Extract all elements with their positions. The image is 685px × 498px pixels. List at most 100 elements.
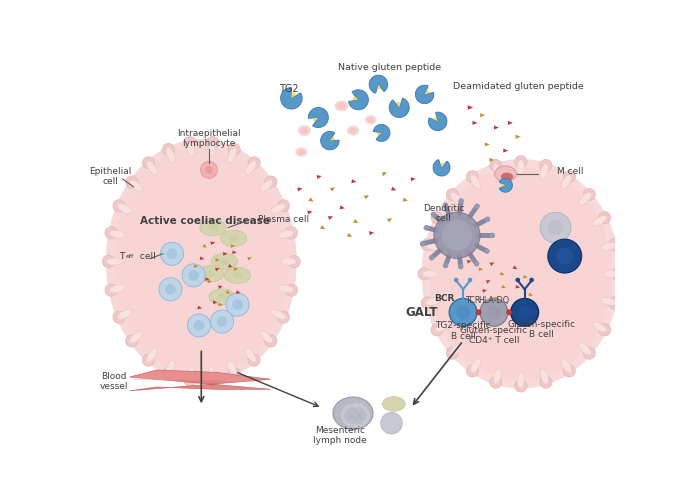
Text: Active coeliac disease: Active coeliac disease [140, 217, 270, 227]
Text: eff: eff [126, 254, 134, 259]
Ellipse shape [435, 322, 449, 332]
Ellipse shape [495, 166, 516, 181]
Text: Native gluten peptide: Native gluten peptide [338, 63, 442, 72]
Circle shape [548, 220, 563, 236]
Text: Deamidated gluten peptide: Deamidated gluten peptide [453, 82, 584, 91]
Ellipse shape [200, 220, 226, 236]
Circle shape [485, 217, 490, 222]
Polygon shape [215, 258, 220, 262]
Circle shape [288, 255, 300, 267]
Circle shape [514, 380, 527, 392]
Polygon shape [516, 134, 521, 139]
Polygon shape [210, 242, 215, 245]
Ellipse shape [295, 147, 308, 157]
Ellipse shape [260, 331, 273, 343]
Polygon shape [389, 98, 409, 118]
Ellipse shape [280, 258, 297, 265]
Circle shape [347, 415, 356, 424]
Circle shape [468, 278, 473, 282]
Polygon shape [330, 187, 335, 192]
Circle shape [420, 241, 425, 247]
Polygon shape [347, 233, 352, 237]
Circle shape [142, 354, 155, 366]
Ellipse shape [260, 180, 273, 192]
Polygon shape [308, 197, 314, 202]
Ellipse shape [166, 361, 175, 375]
Circle shape [563, 171, 575, 183]
Polygon shape [232, 250, 237, 254]
Text: Gluten-specific
CD4⁺ T cell: Gluten-specific CD4⁺ T cell [460, 326, 528, 345]
Circle shape [421, 297, 434, 309]
Circle shape [125, 176, 138, 188]
Circle shape [105, 227, 117, 239]
Circle shape [429, 255, 434, 260]
Polygon shape [377, 132, 382, 136]
Circle shape [228, 143, 240, 155]
Circle shape [476, 310, 481, 315]
Polygon shape [194, 264, 198, 268]
Ellipse shape [209, 289, 235, 305]
Text: Blood
vessel: Blood vessel [100, 372, 129, 391]
Polygon shape [377, 84, 381, 90]
Ellipse shape [166, 147, 175, 163]
Ellipse shape [109, 285, 125, 293]
Circle shape [608, 239, 621, 251]
Text: HLA-DQ: HLA-DQ [478, 295, 510, 304]
Polygon shape [382, 172, 387, 176]
Circle shape [434, 212, 480, 258]
Ellipse shape [271, 204, 286, 214]
Polygon shape [228, 264, 233, 267]
Polygon shape [321, 131, 339, 150]
Polygon shape [247, 257, 252, 260]
Circle shape [484, 249, 490, 254]
Polygon shape [213, 300, 217, 304]
Polygon shape [308, 211, 312, 215]
Ellipse shape [561, 359, 571, 373]
Polygon shape [523, 275, 527, 278]
Circle shape [456, 305, 470, 319]
Circle shape [232, 299, 243, 310]
Polygon shape [349, 90, 369, 110]
Ellipse shape [229, 235, 238, 242]
Ellipse shape [298, 149, 305, 155]
Text: cell: cell [138, 252, 156, 261]
Polygon shape [218, 285, 223, 289]
Ellipse shape [109, 230, 125, 238]
Polygon shape [234, 268, 238, 271]
Polygon shape [468, 105, 473, 110]
Ellipse shape [129, 331, 142, 343]
Circle shape [443, 202, 448, 208]
Circle shape [480, 298, 508, 326]
Circle shape [583, 347, 595, 359]
Ellipse shape [347, 125, 359, 135]
Circle shape [507, 310, 512, 315]
Circle shape [431, 212, 436, 217]
Circle shape [102, 255, 114, 267]
Polygon shape [308, 108, 328, 127]
Polygon shape [499, 178, 512, 192]
Polygon shape [433, 117, 438, 122]
Polygon shape [508, 121, 513, 125]
Circle shape [447, 188, 458, 201]
Ellipse shape [227, 361, 236, 375]
Circle shape [540, 212, 571, 243]
Ellipse shape [105, 139, 297, 384]
Polygon shape [219, 303, 223, 306]
Polygon shape [231, 244, 235, 248]
Polygon shape [515, 285, 520, 288]
Ellipse shape [340, 403, 370, 428]
Polygon shape [415, 85, 434, 104]
Text: TCR: TCR [464, 295, 480, 304]
Polygon shape [467, 260, 471, 263]
Circle shape [194, 320, 204, 331]
Circle shape [612, 268, 623, 280]
Polygon shape [291, 92, 296, 98]
Circle shape [286, 227, 297, 239]
Polygon shape [297, 187, 303, 191]
Ellipse shape [117, 204, 132, 214]
Circle shape [608, 297, 621, 309]
Polygon shape [351, 179, 356, 183]
Ellipse shape [147, 348, 158, 362]
Polygon shape [328, 216, 333, 220]
Ellipse shape [579, 343, 591, 355]
